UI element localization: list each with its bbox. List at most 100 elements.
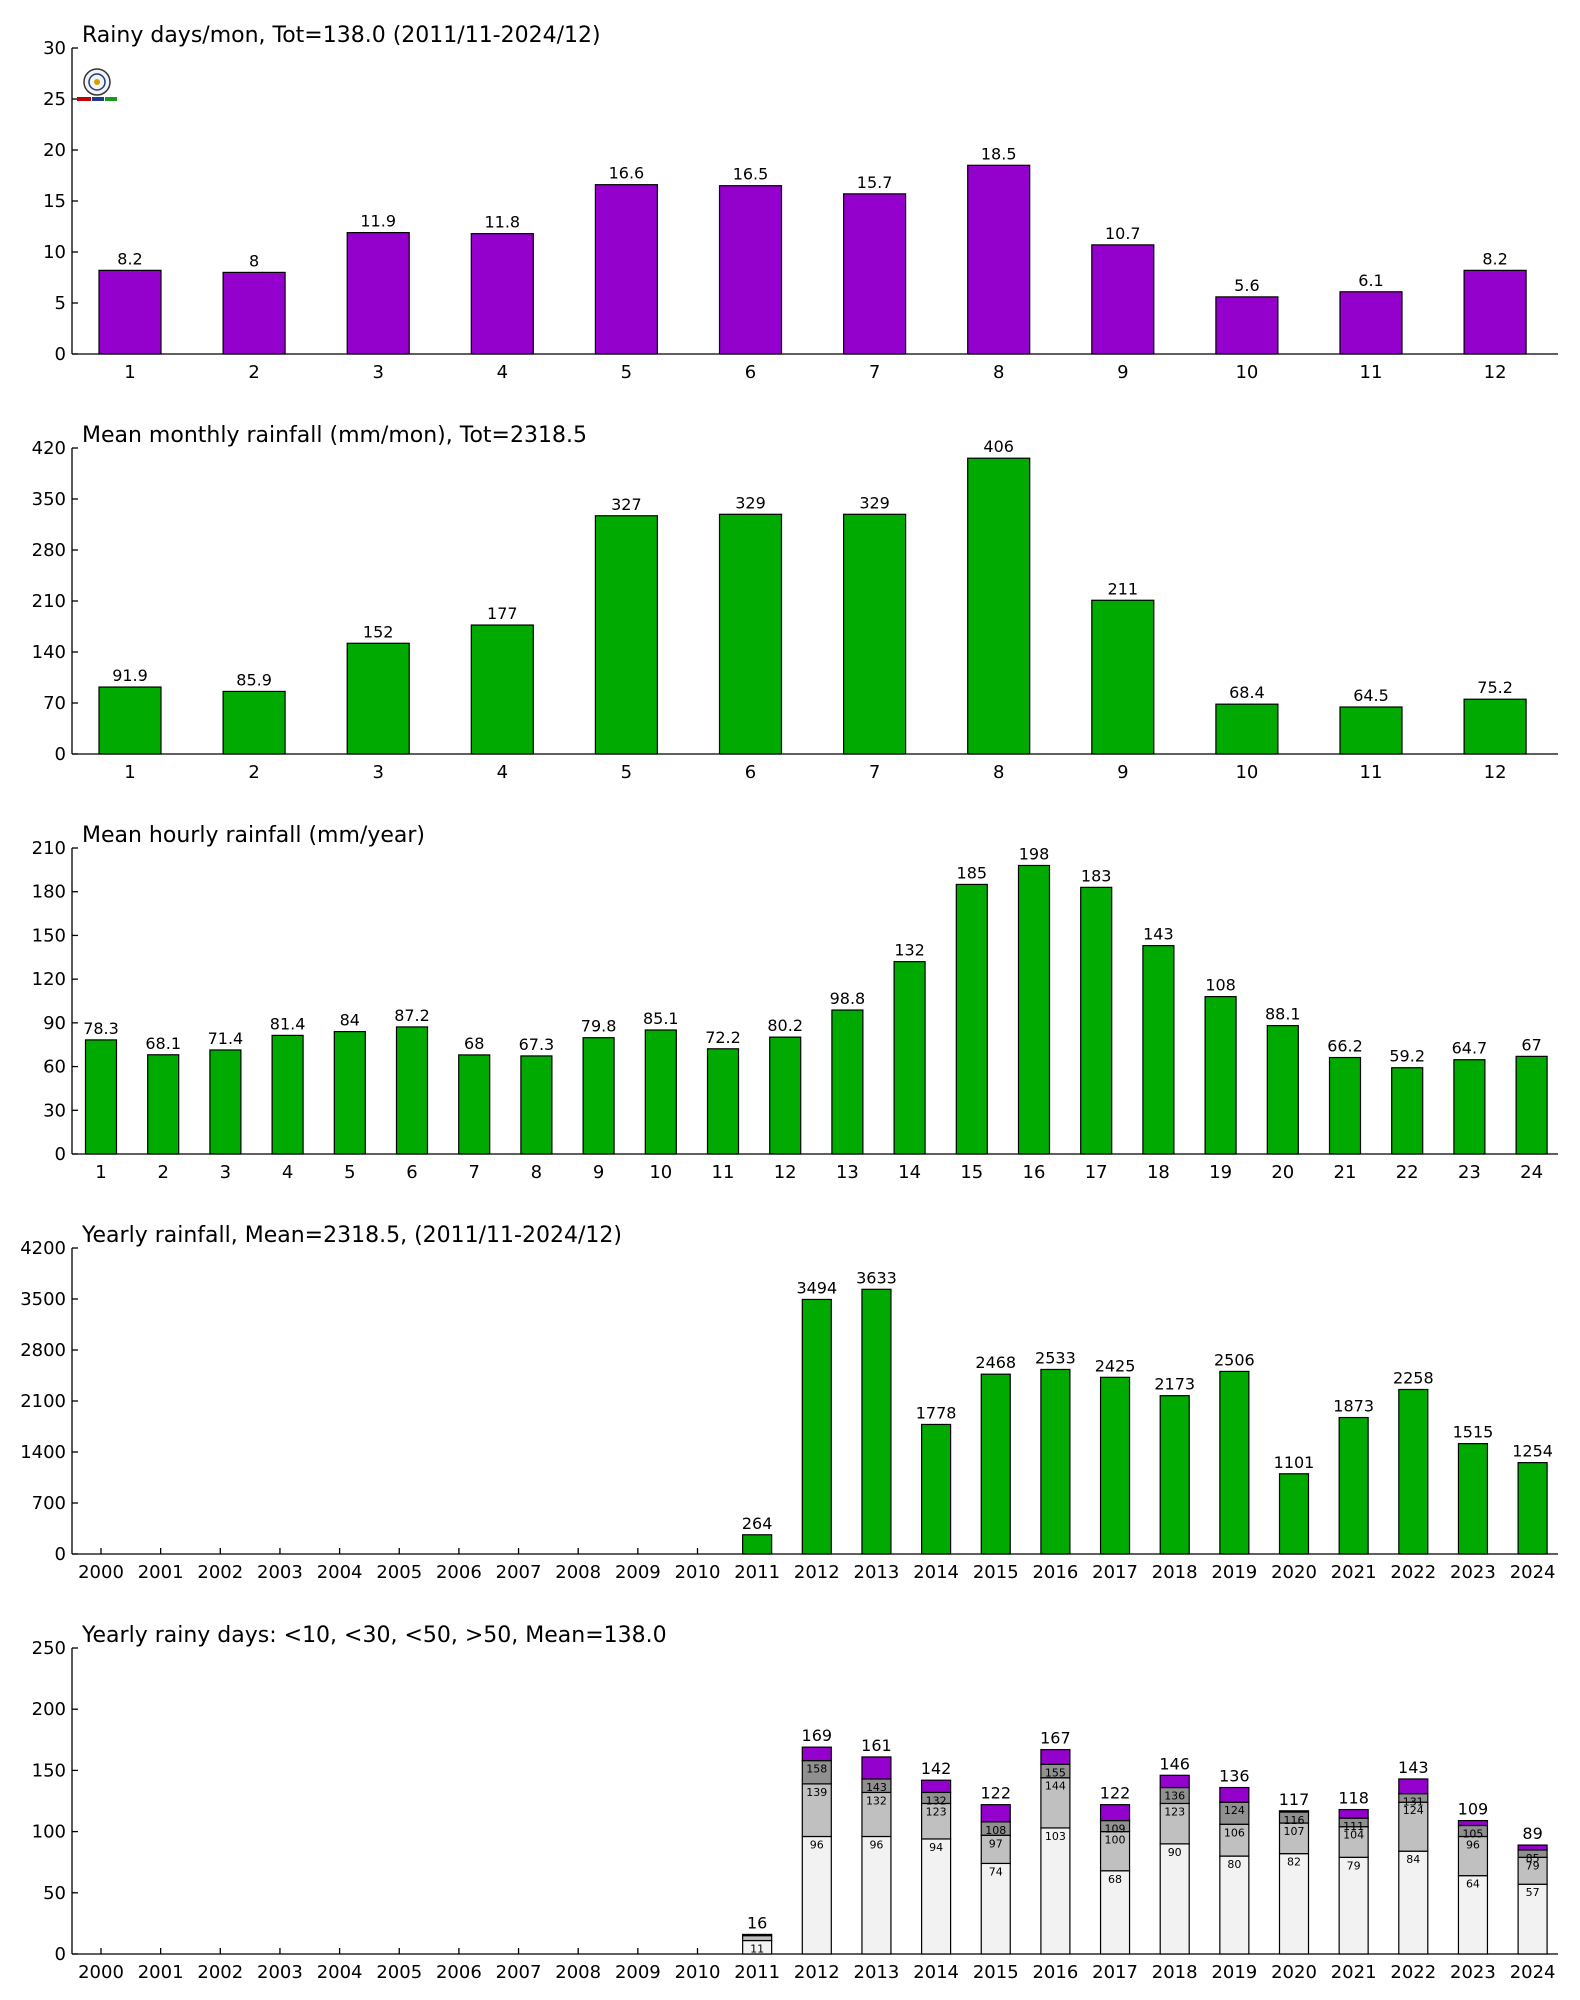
x-tick-label: 2005	[376, 1562, 422, 1583]
x-tick-label: 2016	[1032, 1962, 1078, 1983]
x-tick-label: 6	[745, 362, 756, 383]
bar	[346, 232, 410, 355]
bar-value-label: 85.1	[643, 1009, 679, 1028]
bar-value-label: 79.8	[581, 1017, 617, 1036]
y-tick-label: 0	[55, 1944, 66, 1965]
bar	[271, 1034, 304, 1155]
x-tick-label: 3	[220, 1162, 231, 1183]
bar	[718, 185, 783, 355]
stacked-segment	[920, 1838, 952, 1955]
bar	[1515, 1055, 1548, 1155]
stacked-segment	[1517, 1883, 1548, 1955]
y-tick-label: 25	[43, 89, 66, 110]
stacked-segment	[1338, 1808, 1369, 1819]
y-tick-label: 420	[32, 438, 66, 459]
x-tick-label: 5	[621, 762, 632, 783]
bar	[644, 1029, 677, 1155]
x-tick-label: 2020	[1271, 1562, 1317, 1583]
segment-label: 105	[1462, 1827, 1483, 1840]
stacked-segment	[861, 1835, 892, 1955]
bar	[842, 193, 907, 355]
bar-value-label: 183	[1081, 866, 1112, 885]
bar-value-label: 1515	[1453, 1423, 1494, 1442]
chart-title: Yearly rainfall, Mean=2318.5, (2011/11-2…	[81, 1223, 622, 1248]
stacked-segment	[1099, 1804, 1131, 1822]
bar	[706, 1048, 740, 1155]
segment-label: 155	[1045, 1766, 1066, 1779]
bar	[1099, 1376, 1131, 1555]
y-tick-label: 30	[43, 1100, 66, 1121]
y-tick-label: 3500	[20, 1289, 66, 1310]
bar	[980, 1373, 1011, 1555]
bar-value-label: 6.1	[1358, 271, 1383, 290]
bar-value-label: 327	[611, 495, 642, 514]
segment-label: 79	[1526, 1859, 1540, 1872]
stacked-segment	[861, 1756, 892, 1780]
segment-label: 123	[1164, 1805, 1185, 1818]
segment-label: 68	[1108, 1873, 1122, 1886]
bar-value-label: 78.3	[83, 1019, 119, 1038]
x-tick-label: 2018	[1152, 1562, 1198, 1583]
x-tick-label: 3	[372, 762, 383, 783]
bar	[1338, 1416, 1369, 1555]
bar-value-label: 177	[487, 604, 518, 623]
x-tick-label: 2004	[317, 1962, 363, 1983]
x-tick-label: 2013	[854, 1962, 900, 1983]
x-tick-label: 11	[1360, 362, 1383, 383]
x-tick-label: 11	[1360, 762, 1383, 783]
x-tick-label: 2014	[913, 1962, 959, 1983]
segment-label: 124	[1403, 1804, 1424, 1817]
stacked-segment	[1398, 1850, 1429, 1955]
bar	[1080, 886, 1113, 1155]
bar-value-label: 143	[1143, 925, 1174, 944]
x-tick-label: 18	[1147, 1162, 1170, 1183]
bar	[1219, 1370, 1250, 1555]
stack-total-label: 122	[980, 1784, 1011, 1803]
x-tick-label: 2000	[78, 1962, 124, 1983]
bar-value-label: 2425	[1095, 1356, 1136, 1375]
x-tick-label: 2010	[675, 1562, 721, 1583]
bar	[1040, 1368, 1071, 1555]
stacked-segment	[1159, 1802, 1190, 1845]
segment-label: 57	[1526, 1886, 1540, 1899]
y-tick-label: 30	[43, 38, 66, 59]
x-tick-label: 2010	[675, 1962, 721, 1983]
bar	[470, 624, 534, 755]
bar-value-label: 329	[859, 493, 890, 512]
bar	[920, 1423, 952, 1555]
bar	[861, 1288, 892, 1555]
bar	[1457, 1443, 1489, 1555]
segment-label: 144	[1045, 1780, 1066, 1793]
y-tick-label: 100	[32, 1822, 66, 1843]
bar	[395, 1026, 429, 1155]
segment-label: 96	[1466, 1838, 1480, 1851]
bar-value-label: 16.5	[733, 165, 769, 184]
bar-value-label: 68.1	[145, 1034, 181, 1053]
x-tick-label: 7	[468, 1162, 479, 1183]
bar	[458, 1054, 491, 1155]
bar-value-label: 67	[1521, 1035, 1541, 1054]
stacked-segment	[801, 1746, 832, 1762]
x-tick-label: 1	[95, 1162, 106, 1183]
y-tick-label: 120	[32, 969, 66, 990]
segment-label: 11	[750, 1943, 764, 1956]
x-tick-label: 4	[282, 1162, 293, 1183]
bar-value-label: 68.4	[1229, 683, 1265, 702]
bar-value-label: 64.7	[1452, 1039, 1488, 1058]
x-tick-label: 2015	[973, 1962, 1019, 1983]
stacked-segment	[1457, 1819, 1489, 1827]
x-tick-label: 7	[869, 362, 880, 383]
bar	[1091, 244, 1155, 355]
y-tick-label: 60	[43, 1057, 66, 1078]
bar	[346, 642, 410, 755]
bar	[831, 1009, 864, 1155]
x-tick-label: 2015	[973, 1562, 1019, 1583]
chart-panel-2: Mean monthly rainfall (mm/mon), Tot=2318…	[32, 423, 1558, 783]
bar-value-label: 10.7	[1105, 224, 1141, 243]
bar	[209, 1049, 242, 1155]
x-tick-label: 2007	[496, 1962, 542, 1983]
bar	[1463, 698, 1527, 755]
x-tick-label: 2	[157, 1162, 168, 1183]
bar	[801, 1298, 832, 1555]
y-tick-label: 0	[55, 1544, 66, 1565]
